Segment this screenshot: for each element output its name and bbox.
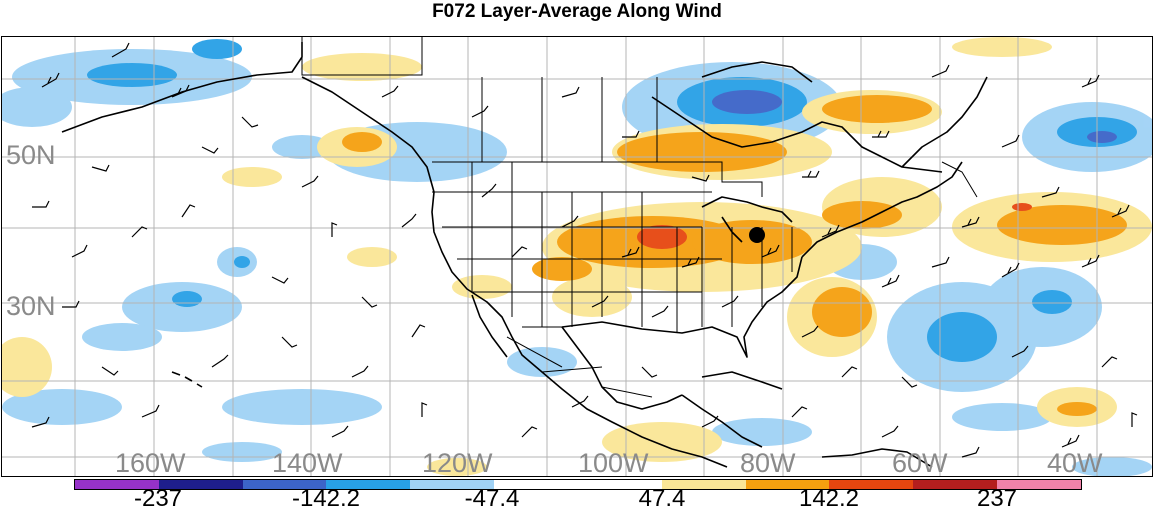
lon-label-60w: 60W: [892, 448, 948, 477]
colorbar-segment: [913, 480, 998, 489]
colorbar-label-6: 237: [976, 485, 1018, 512]
colorbar-segment: [326, 480, 411, 489]
lon-label-80w: 80W: [740, 448, 796, 477]
borders: [301, 37, 978, 398]
shaded-field: [2, 37, 1152, 476]
colorbar-segment: [577, 480, 662, 489]
colorbar-segment: [494, 480, 578, 489]
colorbar-segment: [661, 480, 746, 489]
colorbar-segment: [410, 480, 495, 489]
colorbar-segment: [158, 480, 243, 489]
colorbar-label-2: -142.2: [291, 485, 361, 512]
colorbar: [74, 479, 1082, 490]
colorbar-segment: [745, 480, 830, 489]
coastlines: [61, 42, 988, 468]
wind-barbs: [31, 42, 1138, 458]
lon-label-100w: 100W: [578, 448, 649, 477]
lon-label-120w: 120W: [422, 448, 493, 477]
colorbar-label-1: -237: [133, 485, 183, 512]
colorbar-label-3: -47.4: [464, 485, 520, 512]
colorbar-segment: [242, 480, 327, 489]
colorbar-label-5: 142.2: [798, 485, 860, 512]
graticule: [2, 37, 1152, 476]
lon-label-140w: 140W: [272, 448, 343, 477]
map-title: F072 Layer-Average Along Wind: [432, 1, 722, 22]
lon-label-160w: 160W: [115, 448, 186, 477]
map-panel: 50N 30N 160W 140W 120W 100W 80W 60W 40W: [1, 36, 1153, 477]
colorbar-segment: [829, 480, 914, 489]
colorbar-label-4: 47.4: [638, 485, 686, 512]
colorbar-segment: [997, 480, 1081, 489]
lat-label-30n: 30N: [6, 291, 56, 321]
lon-label-40w: 40W: [1047, 448, 1103, 477]
location-marker: [749, 227, 765, 243]
colorbar-segment: [75, 480, 159, 489]
map-canvas: [2, 37, 1152, 476]
lat-label-50n: 50N: [6, 140, 56, 170]
